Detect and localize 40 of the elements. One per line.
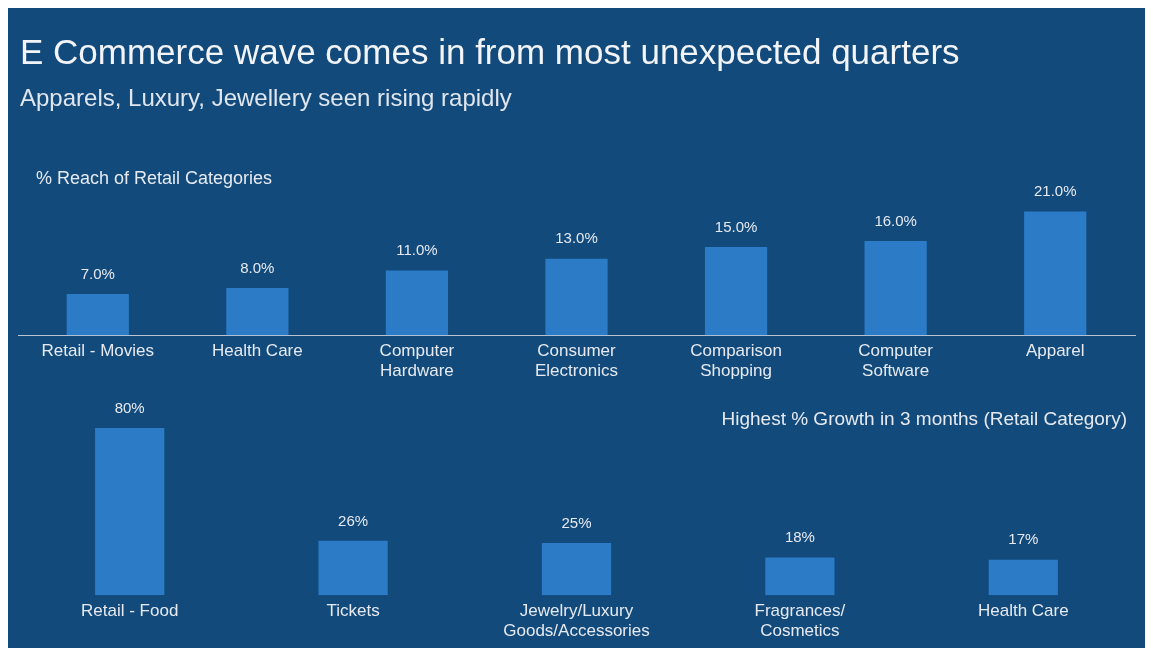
bar bbox=[385, 270, 449, 336]
bar bbox=[704, 246, 768, 336]
bar bbox=[1024, 211, 1087, 336]
bar bbox=[988, 559, 1058, 596]
data-label: 8.0% bbox=[240, 258, 275, 276]
x-tick-label: Jewelry/Luxury Goods/Accessories bbox=[503, 601, 650, 641]
chart-title: Highest % Growth in 3 months (Retail Category) bbox=[721, 408, 1127, 430]
data-label: 80% bbox=[114, 398, 145, 416]
data-label: 7.0% bbox=[80, 264, 115, 282]
bar bbox=[765, 557, 835, 596]
x-tick-label: Retail - Movies bbox=[41, 341, 154, 361]
data-label: 25% bbox=[561, 513, 592, 531]
bar bbox=[318, 540, 388, 596]
bar bbox=[66, 293, 129, 336]
chart-subtitle: Apparels, Luxury, Jewellery seen rising rapidly bbox=[20, 84, 512, 112]
data-label: 16.0% bbox=[874, 211, 917, 229]
data-label: 26% bbox=[338, 511, 369, 529]
x-tick-label: Health Care bbox=[212, 341, 303, 361]
data-label: 18% bbox=[784, 528, 815, 546]
x-tick-label: Computer Hardware bbox=[379, 341, 455, 381]
x-tick-label: Computer Software bbox=[858, 341, 934, 381]
x-tick-label: Apparel bbox=[1025, 341, 1085, 361]
chart-title: E Commerce wave comes in from most unexpected quarters bbox=[20, 32, 960, 72]
x-tick-label: Comparison Shopping bbox=[690, 341, 782, 381]
bar bbox=[95, 428, 165, 596]
text: % Reach of Retail Categories bbox=[36, 168, 273, 189]
bar bbox=[864, 240, 927, 336]
data-label: 15.0% bbox=[714, 217, 758, 235]
x-tick-label: Consumer Electronics bbox=[534, 341, 619, 381]
x-tick-label: Retail - Food bbox=[81, 601, 179, 621]
bar bbox=[545, 258, 608, 336]
data-label: 21.0% bbox=[1033, 182, 1077, 200]
bar bbox=[541, 542, 612, 596]
data-label: 11.0% bbox=[396, 241, 438, 259]
x-tick-label: Health Care bbox=[977, 601, 1069, 621]
x-tick-label: Fragrances/ Cosmetics bbox=[754, 601, 846, 641]
data-label: 13.0% bbox=[555, 229, 598, 247]
data-label: 17% bbox=[1008, 530, 1039, 548]
x-tick-label: Tickets bbox=[326, 601, 380, 621]
bar bbox=[226, 288, 289, 336]
